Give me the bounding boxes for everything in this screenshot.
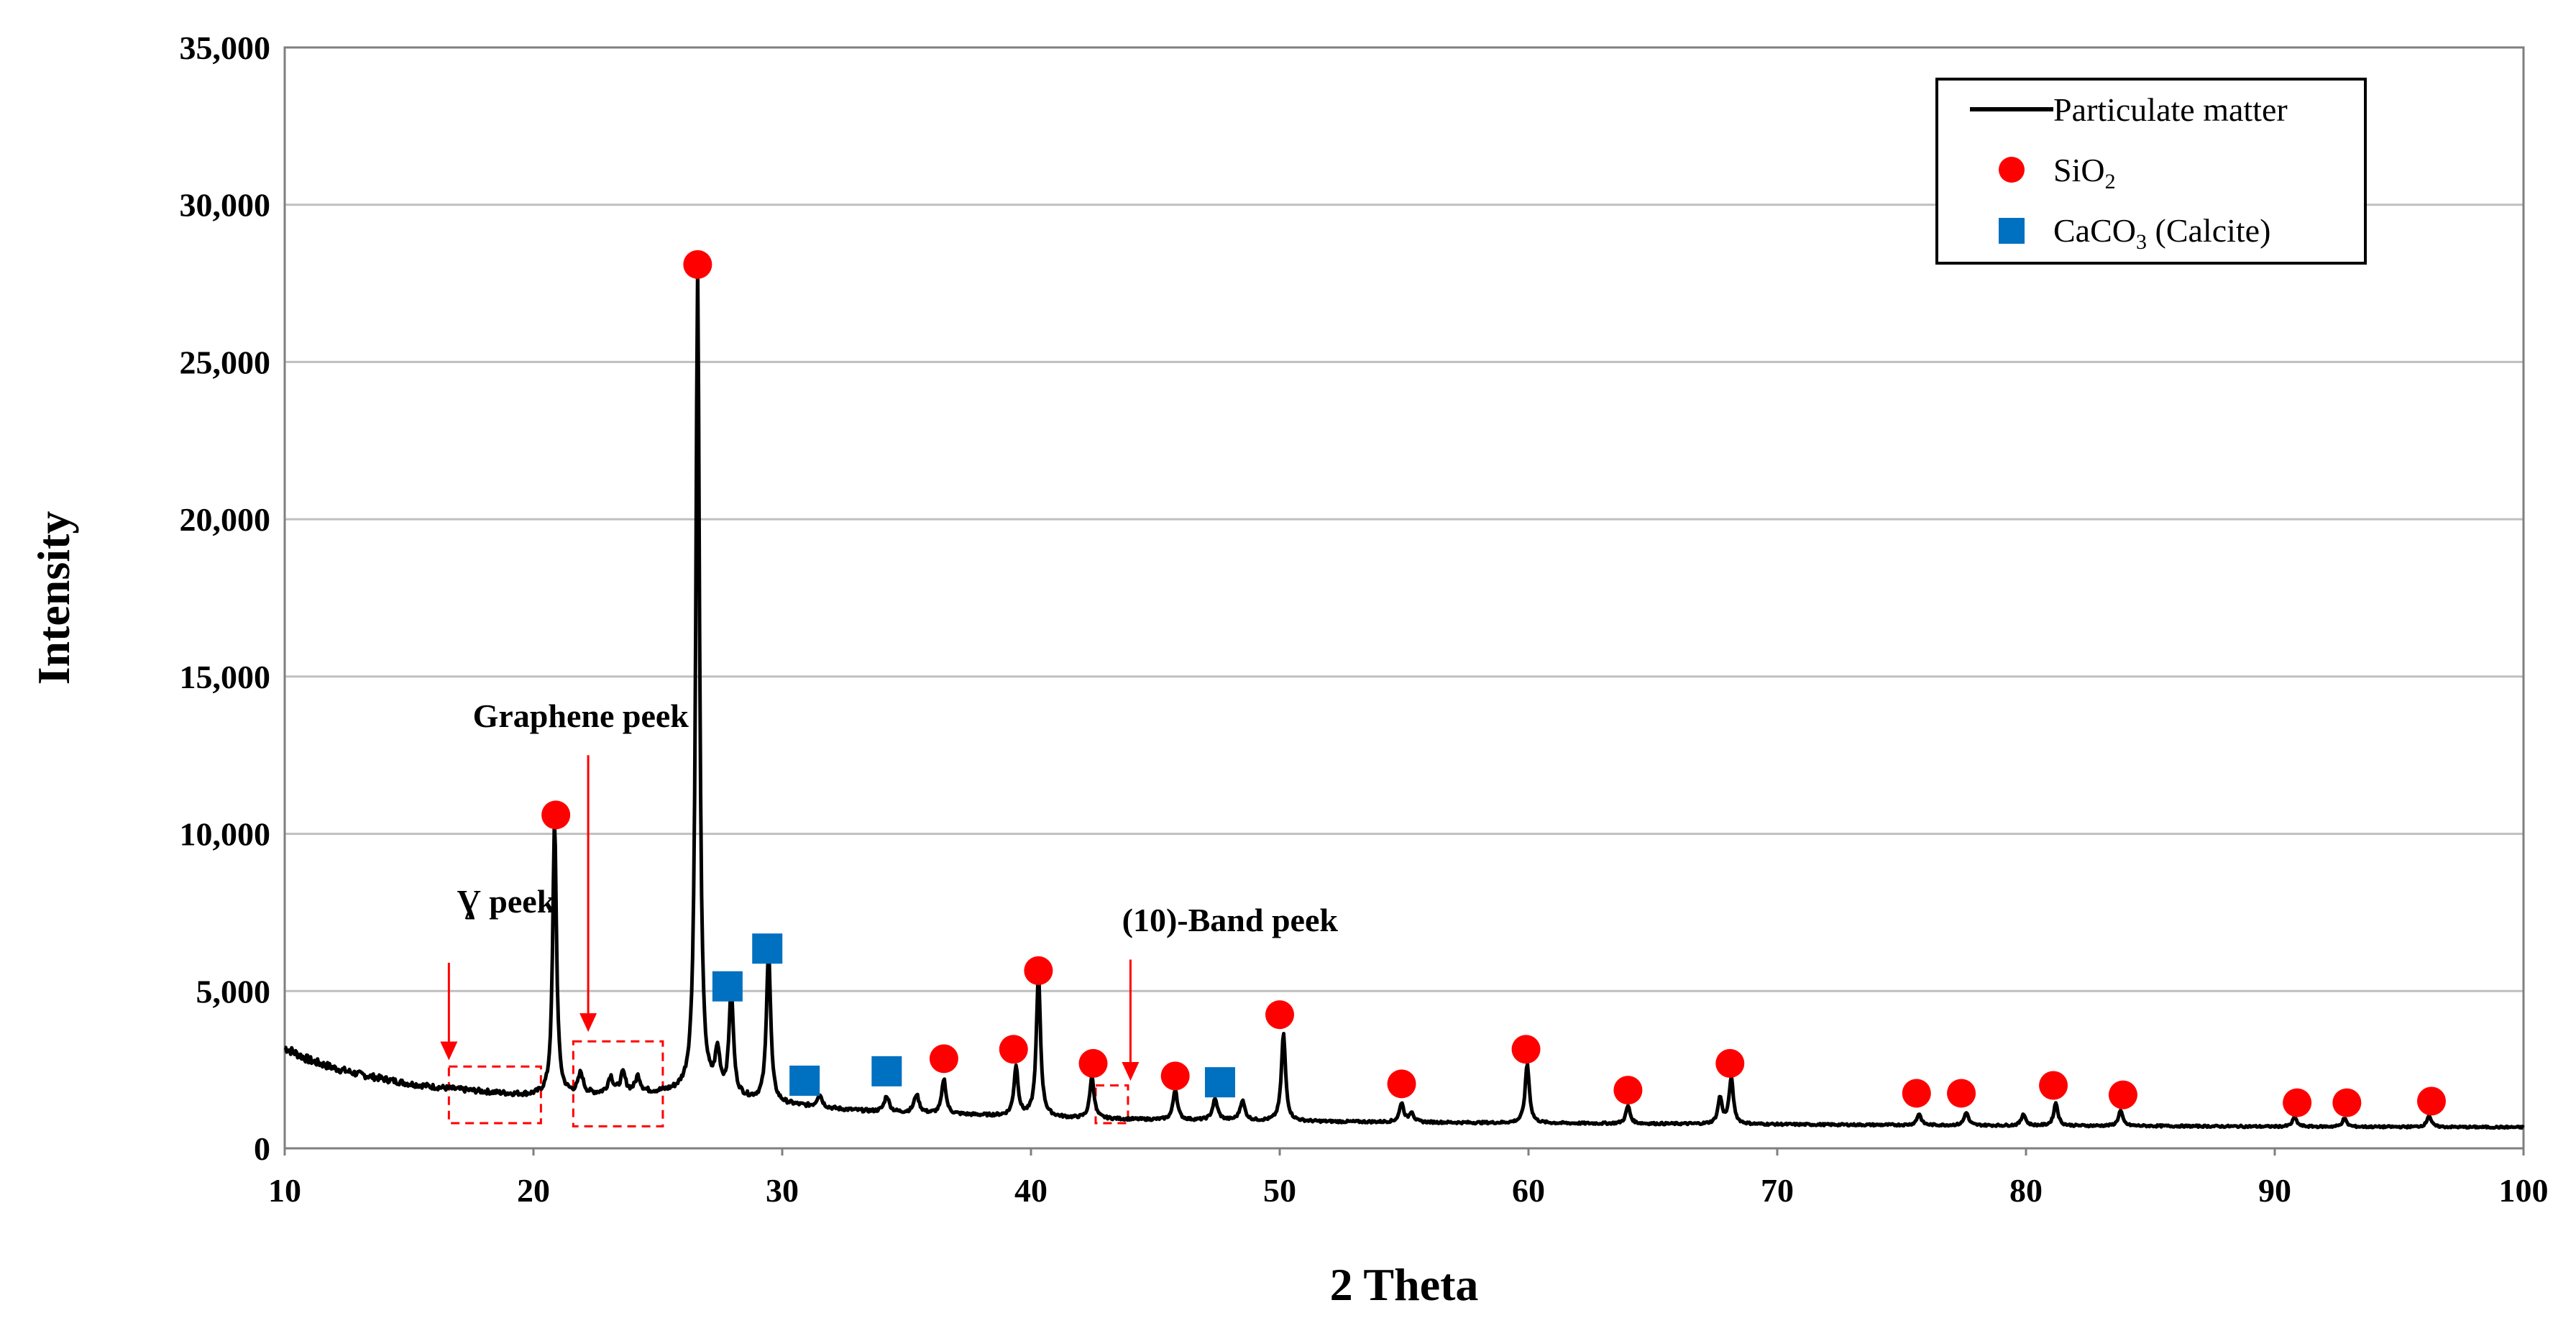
- annotation-box-graphene: [572, 1040, 664, 1127]
- annotation-boxes: [440, 755, 1140, 1127]
- legend-caco3-sub: 3: [2136, 230, 2147, 254]
- x-tick-label-90: 90: [2258, 1172, 2291, 1209]
- annotation-arrowhead-graphene: [579, 1013, 597, 1033]
- sio2-marker-8: [1387, 1069, 1416, 1099]
- sio2-marker-6: [1160, 1061, 1190, 1091]
- sio2-marker-17: [2332, 1088, 2362, 1117]
- y-tick-label-15000: 15,000: [180, 659, 271, 695]
- caco3-marker-2: [789, 1065, 820, 1096]
- legend-caco3-main: CaCO: [2053, 212, 2136, 249]
- sio2-marker-3: [999, 1035, 1028, 1064]
- sio2-marker-15: [2108, 1080, 2137, 1109]
- caco3-marker-3: [871, 1056, 902, 1086]
- sio2-marker-18: [2416, 1086, 2446, 1116]
- x-tick-label-40: 40: [1014, 1172, 1048, 1209]
- x-tick-label-30: 30: [766, 1172, 799, 1209]
- sio2-marker-9: [1511, 1035, 1541, 1064]
- sio2-marker-11: [1715, 1048, 1745, 1078]
- legend-sio2-sub: 2: [2105, 170, 2116, 193]
- annotation-arrowhead-gamma: [440, 1041, 458, 1061]
- sio2-marker-2: [929, 1044, 958, 1074]
- sio2-marker-12: [1902, 1079, 1931, 1108]
- sio2-marker-5: [1078, 1048, 1108, 1078]
- y-tick-label-10000: 10,000: [180, 816, 271, 853]
- x-tick-label-10: 10: [268, 1172, 301, 1209]
- x-tick-label-20: 20: [517, 1172, 550, 1209]
- sio2-marker-0: [541, 800, 571, 830]
- annotation-arrowhead-band10: [1122, 1061, 1140, 1081]
- x-tick-label-80: 80: [2009, 1172, 2043, 1209]
- legend-label-particulate-matter: Particulate matter: [2053, 91, 2288, 128]
- legend-square-swatch: [1999, 218, 2025, 244]
- legend-label-sio2: SiO2: [2053, 152, 2116, 193]
- sio2-marker-16: [2283, 1088, 2312, 1117]
- y-tick-label-0: 0: [254, 1130, 270, 1167]
- sio2-marker-4: [1024, 956, 1053, 985]
- y-tick-label-30000: 30,000: [180, 187, 271, 224]
- legend: Particulate matter SiO2 CaCO3 (Calcite): [1935, 78, 2367, 265]
- caco3-marker-4: [1204, 1067, 1235, 1098]
- x-tick-label-70: 70: [1761, 1172, 1794, 1209]
- peak-markers: [541, 250, 2446, 1117]
- x-tick-label-100: 100: [2499, 1172, 2549, 1209]
- y-axis-ticks: 0 5,000 10,000 15,000 20,000 25,000 30,000 35,0…: [180, 29, 271, 1167]
- annotation-gamma-peek: Ɣ peek: [457, 883, 556, 920]
- legend-label-caco3: CaCO3 (Calcite): [2053, 212, 2270, 254]
- annotation-box-gamma: [447, 1065, 542, 1125]
- legend-sio2-main: SiO: [2053, 152, 2105, 188]
- y-tick-label-20000: 20,000: [180, 501, 271, 538]
- sio2-marker-14: [2039, 1071, 2068, 1100]
- legend-caco3-rest: (Calcite): [2147, 212, 2270, 249]
- series-line-particulate-matter: [283, 262, 2525, 1130]
- y-tick-label-25000: 25,000: [180, 344, 271, 380]
- x-axis-ticks: 10 20 30 40 50 60 70 80 90 100: [268, 1148, 2549, 1209]
- sio2-marker-13: [1947, 1079, 1976, 1108]
- plot-frame: [283, 46, 2525, 1150]
- y-tick-label-5000: 5,000: [196, 973, 271, 1010]
- caco3-marker-0: [712, 971, 743, 1002]
- caco3-marker-1: [752, 933, 783, 964]
- sio2-marker-1: [683, 250, 712, 279]
- sio2-marker-7: [1265, 1000, 1294, 1030]
- annotation-graphene-peek: Graphene peek: [473, 697, 689, 734]
- legend-circle-swatch: [1999, 157, 2025, 183]
- annotations: Ɣ peek Graphene peek (10)-Band peek: [457, 697, 1339, 938]
- y-axis-title: Intensity: [28, 511, 79, 685]
- x-tick-label-50: 50: [1263, 1172, 1296, 1209]
- annotation-10-band-peek: (10)-Band peek: [1122, 902, 1339, 938]
- x-axis-title: 2 Theta: [1330, 1259, 1479, 1310]
- y-tick-label-35000: 35,000: [180, 29, 271, 66]
- x-tick-label-60: 60: [1512, 1172, 1545, 1209]
- sio2-marker-10: [1613, 1076, 1643, 1105]
